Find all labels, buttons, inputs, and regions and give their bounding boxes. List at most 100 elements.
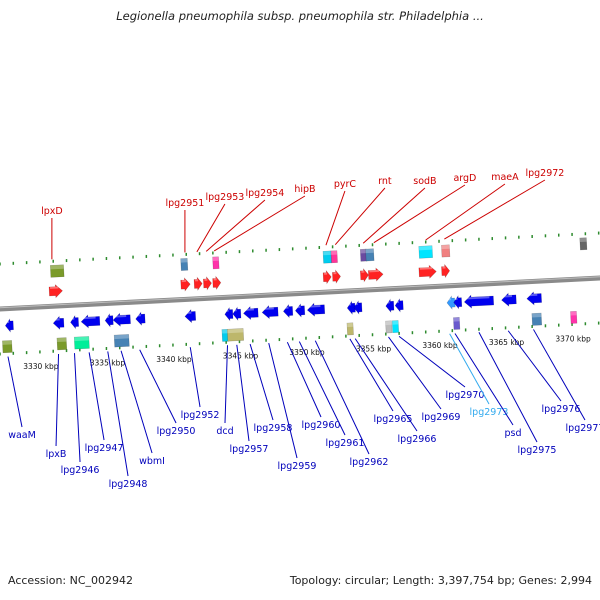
forward-label-leader xyxy=(362,187,426,244)
reverse-gene-dcd-arrow xyxy=(224,306,234,322)
forward-label-leader xyxy=(325,190,346,246)
reverse-feature-box xyxy=(226,328,245,342)
reverse-feature-box xyxy=(385,320,393,334)
forward-label-leader xyxy=(425,183,506,241)
scale-tick-label: 3355 kbp xyxy=(356,345,392,354)
reverse-gene-lpg2975-arrow xyxy=(463,294,495,309)
reverse-gene-psd xyxy=(453,295,463,310)
reverse-gene-label: lpg2950 xyxy=(157,426,196,437)
reverse-gene-lpg2959-shine xyxy=(262,307,274,310)
reverse-gene-wbmI-arrow xyxy=(112,312,131,327)
reverse-gene-lpg2970-arrow xyxy=(394,298,404,313)
forward-feature-box-shine xyxy=(360,249,367,254)
reverse-gene-lpxB xyxy=(52,315,65,331)
reverse-gene-lpg2950 xyxy=(135,311,146,326)
reverse-gene-lpg2960 xyxy=(283,303,294,319)
forward-gene-hipB xyxy=(212,275,222,291)
reverse-feature-box xyxy=(531,312,543,326)
reverse-label-leader xyxy=(268,342,298,459)
reverse-feature-box xyxy=(113,334,130,348)
reverse-gene-label: lpg2965 xyxy=(374,414,413,425)
reverse-gene-label: lpg2962 xyxy=(350,457,389,468)
scale-tick-label: 3370 kbp xyxy=(555,334,591,343)
reverse-label-leader xyxy=(189,347,201,408)
reverse-feature-box-box xyxy=(531,312,543,326)
scale-tick-label: 3330 kbp xyxy=(23,362,59,371)
forward-feature-box xyxy=(212,256,220,270)
forward-gene-label: lpxD xyxy=(41,206,63,217)
forward-feature-box-box xyxy=(418,245,433,259)
forward-gene-label: lpg2953 xyxy=(205,192,244,203)
forward-gene-label: lpg2951 xyxy=(165,198,204,209)
reverse-label-leader xyxy=(120,350,153,454)
reverse-gene-lpxB-arrow xyxy=(52,315,65,331)
forward-gene-lpg2954-arrow xyxy=(203,276,212,291)
forward-gene-lpg2953-arrow xyxy=(193,276,203,292)
reverse-gene-label: lpg2961 xyxy=(326,438,365,449)
reverse-gene-lpg2966-arrow xyxy=(353,300,363,315)
reverse-gene-lpg2965-arrow xyxy=(346,300,356,316)
genome-backbone xyxy=(0,275,600,312)
reverse-label-leader xyxy=(388,336,442,410)
reverse-feature-box-shine xyxy=(570,311,577,316)
reverse-gene-lpg2960-arrow xyxy=(283,303,294,319)
forward-feature-box-box xyxy=(441,244,451,258)
forward-gene-lpg2972 xyxy=(441,263,450,279)
forward-feature-box xyxy=(180,258,189,271)
forward-gene-lpg2951 xyxy=(180,277,191,292)
reverse-feature-box-box xyxy=(2,340,13,354)
reverse-gene-label: lpg2976 xyxy=(542,404,581,415)
reverse-gene-lpg2952 xyxy=(184,309,197,324)
reverse-label-leader xyxy=(354,338,418,432)
reverse-gene-lpg2948-arrow xyxy=(104,313,114,328)
reverse-label-leader xyxy=(349,338,394,412)
forward-feature-box-box xyxy=(330,250,338,264)
reverse-label-leader xyxy=(7,356,23,428)
scale-tick-label: 3360 kbp xyxy=(422,341,458,350)
forward-gene-label: lpg2954 xyxy=(245,188,284,199)
reverse-feature-box-box xyxy=(385,320,393,334)
reverse-label-leader xyxy=(236,344,250,442)
reverse-gene-waaM xyxy=(5,318,14,333)
reverse-gene-label: waaM xyxy=(8,430,36,441)
reverse-gene-lpg2946-arrow xyxy=(70,314,79,330)
reverse-feature-box-shine xyxy=(114,334,129,340)
reverse-feature-box-box xyxy=(391,320,400,333)
scale-tick-label: 3350 kbp xyxy=(289,348,325,357)
reverse-gene-label: lpg2960 xyxy=(302,420,341,431)
forward-label-leader xyxy=(205,199,266,252)
forward-feature-box xyxy=(330,250,338,264)
reverse-feature-box-shine xyxy=(227,328,244,334)
forward-feature-box xyxy=(322,250,332,264)
forward-feature-box-shine xyxy=(579,237,587,243)
forward-gene-label: sodB xyxy=(413,176,436,187)
forward-gene-argD-arrow xyxy=(368,267,384,282)
reverse-feature-box xyxy=(56,337,68,351)
reverse-gene-label: psd xyxy=(504,428,521,439)
reverse-label-leader xyxy=(314,340,370,455)
reverse-gene-lpg2947-arrow xyxy=(80,314,101,329)
reverse-label-leader xyxy=(224,345,228,424)
reverse-label-leader xyxy=(533,329,586,421)
forward-gene-lpg2953 xyxy=(193,276,203,292)
forward-gene-pyrC xyxy=(322,269,332,285)
reverse-gene-lpg2973 xyxy=(446,295,456,310)
scale-tick-label: 3335 kbp xyxy=(90,358,126,367)
forward-gene-rnt-arrow xyxy=(332,269,341,284)
forward-gene-maeA xyxy=(418,264,437,279)
reverse-gene-lpg2966 xyxy=(353,300,363,315)
reverse-feature-box-shine xyxy=(74,336,90,342)
reverse-feature-box-shine xyxy=(346,322,354,328)
reverse-gene-wbmI xyxy=(112,312,131,327)
forward-gene-argD xyxy=(368,267,384,282)
reverse-gene-lpg2976 xyxy=(501,292,517,307)
forward-feature-box xyxy=(49,264,65,278)
reverse-label-leader xyxy=(478,332,538,443)
forward-feature-box-shine xyxy=(441,244,450,250)
scale-tick-label: 3345 kbp xyxy=(223,352,259,361)
forward-gene-maeA-arrow xyxy=(418,264,437,279)
reverse-gene-lpg2970 xyxy=(394,298,404,313)
forward-feature-box-box xyxy=(322,250,332,264)
reverse-gene-lpg2947-shine xyxy=(81,316,96,320)
reverse-gene-label: lpxB xyxy=(46,449,67,460)
